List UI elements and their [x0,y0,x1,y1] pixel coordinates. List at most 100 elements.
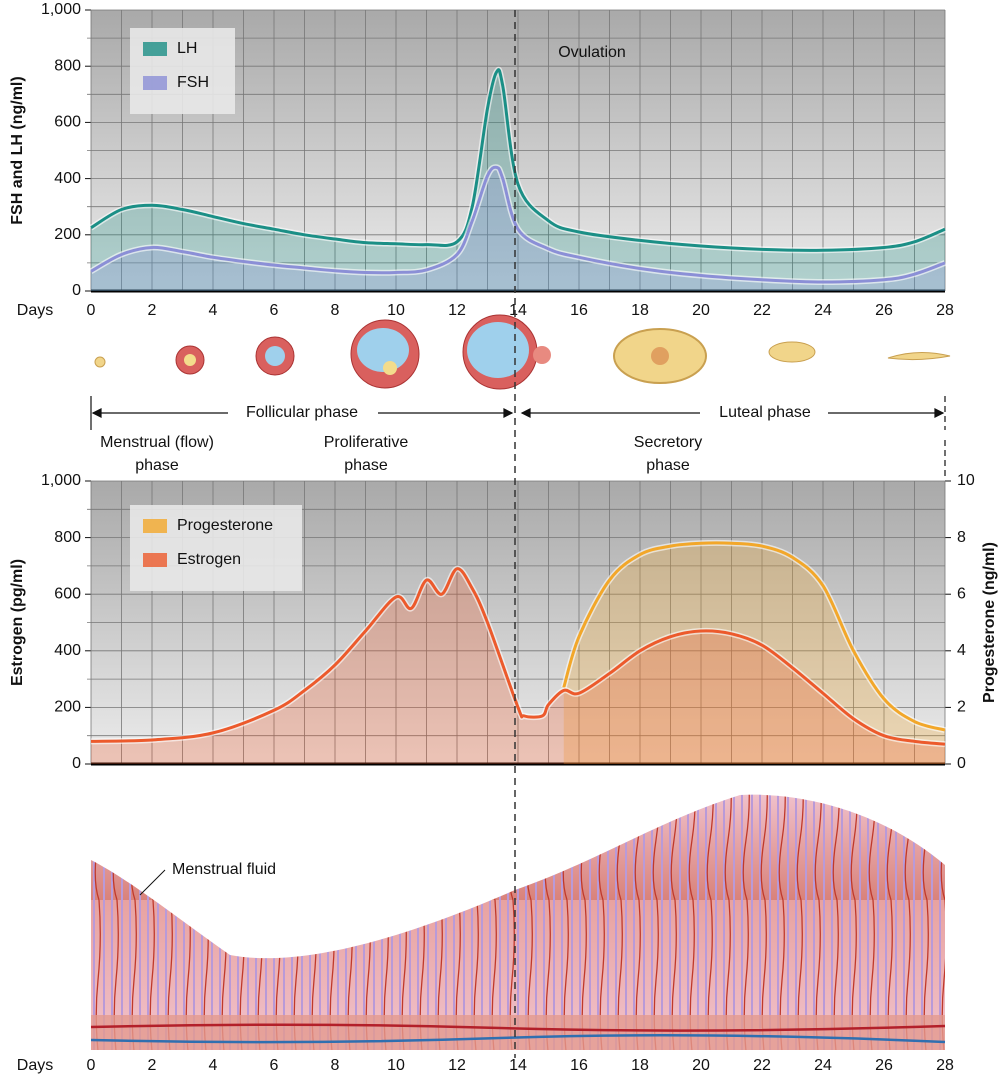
x-tick-label: 4 [209,302,218,319]
y-tick-label: 800 [54,529,81,546]
legend-swatch [143,553,167,567]
line [562,541,946,732]
y-axis-label: Estrogen (pg/ml) [9,559,26,686]
x-tick-label: 14 [509,1057,527,1074]
legend-swatch [143,519,167,533]
x-tick-label: 24 [814,302,832,319]
legend-label: FSH [177,74,209,91]
y-tick-label: 200 [54,226,81,243]
corpus-albicans [887,352,951,361]
x-tick-label: 26 [875,1057,893,1074]
x-tick-label: 0 [87,1057,96,1074]
illustration-label: Menstrual fluid [172,861,276,878]
x-tick-label: 10 [387,1057,405,1074]
x-axis-label: Days [17,1057,53,1074]
follicle [265,346,285,366]
x-tick-label: 18 [631,1057,649,1074]
vein [90,1034,946,1044]
y2-tick-label: 4 [957,642,966,659]
follicle [357,328,409,372]
y-tick-label: 0 [72,755,81,772]
y2-tick-label: 6 [957,585,966,602]
follicles [94,314,951,390]
x-tick-label: 10 [387,302,405,319]
x-tick-label: 26 [875,302,893,319]
endometrium [90,794,946,1050]
area [563,542,945,764]
follicle [184,354,196,366]
phase-label: phase [135,457,179,474]
data-layer [89,66,947,764]
leader-line [139,869,166,896]
line [90,567,946,746]
corpus-luteum [651,347,669,365]
phase-label: phase [344,457,388,474]
legend-label: Estrogen [177,551,241,568]
y-tick-label: 1,000 [41,472,81,489]
x-tick-label: 6 [270,1057,279,1074]
y2-tick-label: 2 [957,699,966,716]
x-tick-label: 22 [753,1057,771,1074]
follicle [94,356,106,368]
x-tick-label: 2 [148,302,157,319]
follicle [533,346,551,364]
y-tick-label: 800 [54,57,81,74]
x-axis-label: Days [17,302,53,319]
phase-label: Luteal phase [719,404,811,421]
y2-tick-label: 10 [957,472,975,489]
corpus-luteum [768,341,816,363]
x-tick-label: 22 [753,302,771,319]
y-tick-label: 0 [72,282,81,299]
legend-swatch [143,76,167,90]
y-axis-label: FSH and LH (ng/ml) [9,76,26,224]
y-tick-label: 200 [54,699,81,716]
x-tick-label: 6 [270,302,279,319]
x-tick-label: 18 [631,302,649,319]
annotation: Ovulation [558,44,626,61]
x-tick-label: 0 [87,302,96,319]
phase-label: Menstrual (flow) [100,434,214,451]
area [91,568,945,764]
y-tick-label: 400 [54,170,81,187]
x-tick-label: 8 [331,302,340,319]
phase-label: phase [646,457,690,474]
area [91,167,945,291]
x-tick-label: 16 [570,1057,588,1074]
x-tick-label: 16 [570,302,588,319]
y-tick-label: 600 [54,585,81,602]
follicle [383,361,397,375]
legend-label: LH [177,40,197,57]
x-tick-label: 8 [331,1057,340,1074]
x-tick-label: 12 [448,302,466,319]
x-tick-label: 24 [814,1057,832,1074]
y2-tick-label: 8 [957,529,966,546]
x-tick-label: 12 [448,1057,466,1074]
x-tick-label: 20 [692,1057,710,1074]
follicle [467,322,529,378]
phase-label: Follicular phase [246,404,358,421]
x-tick-label: 14 [509,302,527,319]
arrowhead [91,408,945,418]
y2-tick-label: 0 [957,755,966,772]
y-tick-label: 600 [54,114,81,131]
x-tick-label: 28 [936,1057,954,1074]
myometrium [91,1015,945,1050]
x-tick-label: 20 [692,302,710,319]
y2-axis-label: Progesterone (ng/ml) [981,542,998,703]
line [90,68,946,252]
legend-swatch [143,42,167,56]
endometrium-tissue [91,794,945,1050]
legend-label: Progesterone [177,517,273,534]
artery [90,1023,946,1032]
line [90,165,946,284]
x-tick-label: 2 [148,1057,157,1074]
phase-arrows [90,396,946,478]
x-tick-label: 28 [936,302,954,319]
y-tick-label: 400 [54,642,81,659]
phase-label: Secretory [634,434,702,451]
phase-label: Proliferative [324,434,409,451]
x-tick-label: 4 [209,1057,218,1074]
y-tick-label: 1,000 [41,1,81,18]
